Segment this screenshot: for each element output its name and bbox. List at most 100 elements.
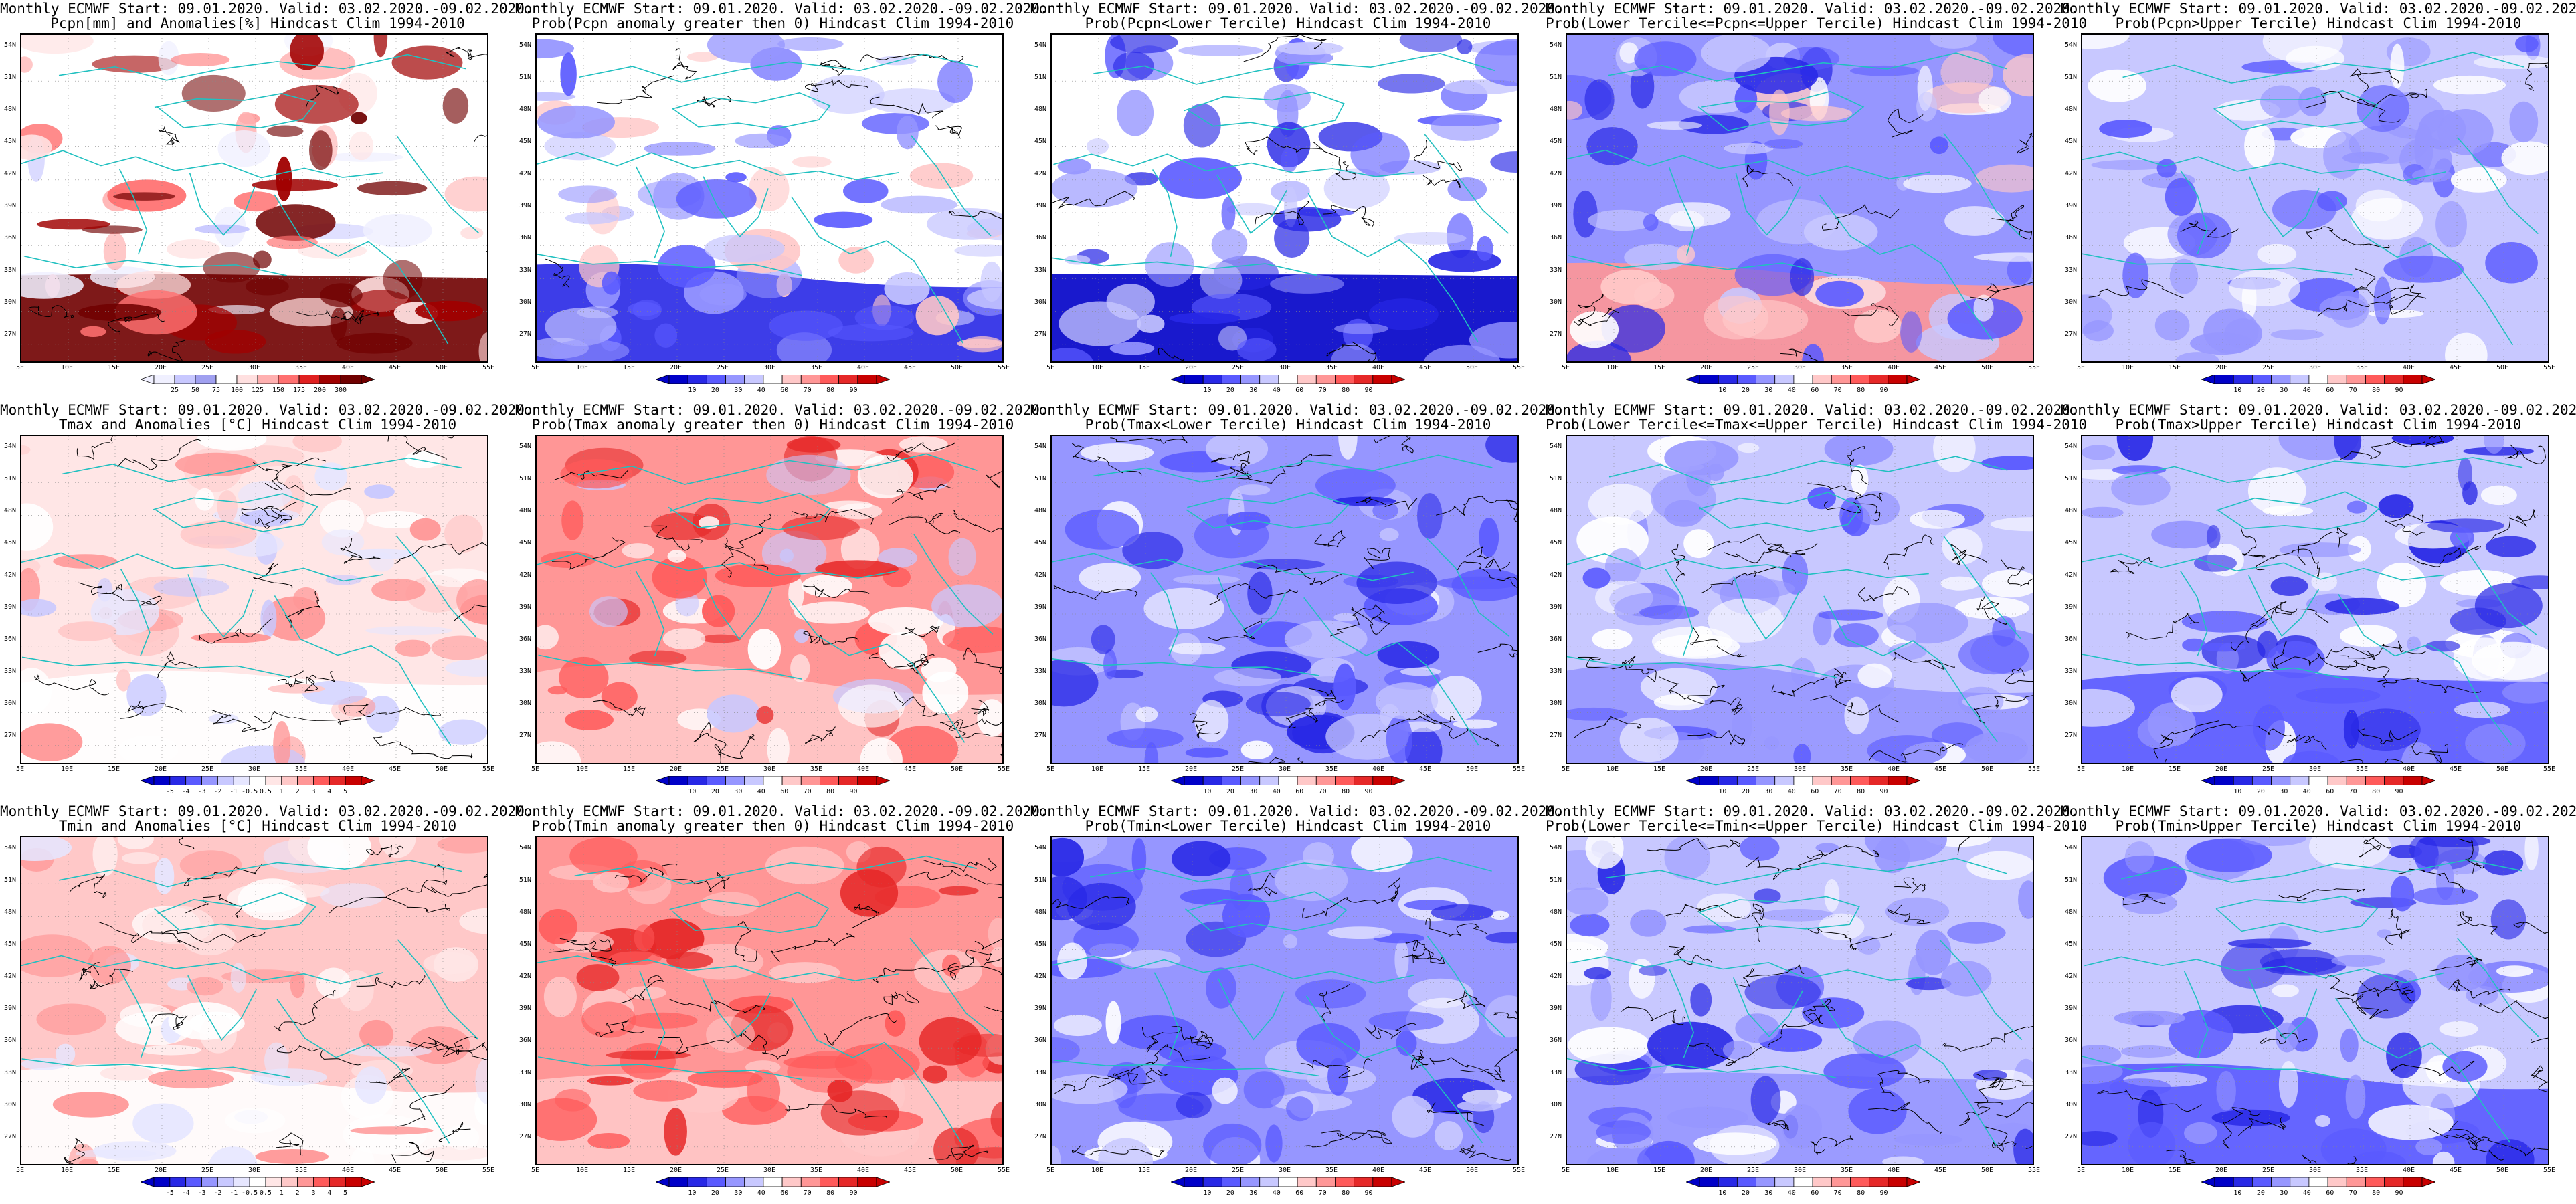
longitude-label: 45E [1418,765,1432,773]
longitude-label: 25E [201,1167,214,1174]
longitude-label: 40E [1887,364,1900,371]
colorbar-label: 2 [295,788,300,795]
longitude-label: 55E [997,1167,1010,1174]
latitude-label: 45N [4,940,17,948]
latitude-label: 33N [2065,668,2078,675]
colorbar-label: 40 [1787,788,1796,795]
colorbar [141,1177,375,1187]
map-area [1566,435,2034,764]
longitude-label: 10E [2121,364,2134,371]
latitude-label: 45N [519,138,532,145]
latitude-label: 54N [4,443,17,450]
latitude-label: 33N [1034,266,1047,274]
longitude-label: 10E [2121,1167,2134,1174]
latitude-label: 51N [1034,876,1047,884]
longitude-label: 30E [2308,765,2322,773]
colorbar-label: 70 [1833,788,1842,795]
colorbar-label: 90 [1364,788,1373,795]
colorbar-label: 80 [1857,1189,1865,1197]
map-area [20,33,488,363]
latitude-label: 42N [1550,170,1562,177]
latitude-label: 39N [1550,202,1562,209]
colorbar-label: 90 [1364,1189,1373,1197]
colorbar-label: 10 [2233,387,2242,394]
map-panel: Monthly ECMWF Start: 09.01.2020. Valid: … [0,401,533,803]
longitude-label: 20E [2215,364,2228,371]
map-panel: Monthly ECMWF Start: 09.01.2020. Valid: … [0,803,533,1204]
colorbar-label: 80 [2372,788,2381,795]
longitude-label: 15E [1137,364,1151,371]
latitude-label: 48N [1034,908,1047,916]
colorbar [1171,1177,1405,1187]
colorbar-label: 4 [327,1189,332,1197]
longitude-label: 15E [622,1167,636,1174]
latitude-label: 39N [1550,603,1562,611]
longitude-label: 20E [2215,1167,2228,1174]
colorbar-label: 40 [1272,387,1281,394]
latitude-label: 27N [1550,330,1562,338]
colorbar [1171,375,1405,384]
latitude-label: 36N [519,635,532,643]
longitude-label: 30E [248,1167,261,1174]
colorbar-label: 40 [1787,1189,1796,1197]
panel-title: Monthly ECMWF Start: 09.01.2020. Valid: … [1546,1,2079,17]
colorbar-label: 70 [2349,387,2357,394]
colorbar-label: 1 [279,1189,284,1197]
latitude-label: 27N [519,1133,532,1140]
longitude-label: 10E [1091,364,1104,371]
longitude-label: 5E [1046,1167,1055,1174]
latitude-label: 42N [519,571,532,579]
longitude-label: 50E [1465,364,1479,371]
colorbar-label: 30 [2280,387,2288,394]
panel-title: Monthly ECMWF Start: 09.01.2020. Valid: … [1030,402,1564,418]
longitude-label: 55E [1512,765,1526,773]
longitude-label: 25E [1231,1167,1245,1174]
longitude-label: 15E [107,1167,120,1174]
longitude-label: 25E [1746,364,1760,371]
longitude-label: 40E [2402,364,2415,371]
longitude-label: 40E [856,1167,870,1174]
colorbar [141,776,375,785]
panel-title: Monthly ECMWF Start: 09.01.2020. Valid: … [515,803,1048,819]
map-panel: Monthly ECMWF Start: 09.01.2020. Valid: … [1546,401,2087,803]
latitude-label: 48N [2065,908,2078,916]
map-panel: Monthly ECMWF Start: 09.01.2020. Valid: … [1546,0,2087,401]
longitude-label: 45E [388,765,401,773]
latitude-label: 54N [1034,443,1047,450]
latitude-label: 51N [519,475,532,482]
colorbar-label: -2 [213,1189,222,1197]
longitude-label: 55E [2027,364,2041,371]
colorbar-label: 3 [311,1189,316,1197]
colorbar-label: 10 [688,1189,697,1197]
latitude-label: 27N [519,732,532,739]
latitude-label: 48N [519,106,532,113]
latitude-label: 27N [1034,732,1047,739]
colorbar-label: 20 [2256,387,2265,394]
longitude-label: 5E [1561,1167,1570,1174]
colorbar-label: -1 [229,1189,238,1197]
panel-title: Monthly ECMWF Start: 09.01.2020. Valid: … [1030,803,1564,819]
latitude-label: 54N [2065,41,2078,49]
colorbar [1686,1177,1920,1187]
longitude-label: 45E [1934,1167,1947,1174]
latitude-label: 48N [519,908,532,916]
colorbar-label: 5 [343,788,348,795]
panel-subtitle: Prob(Pcpn>Upper Tercile) Hindcast Clim 1… [2115,15,2522,31]
colorbar-label: 60 [2326,788,2334,795]
colorbar-label: 125 [251,387,264,394]
colorbar-label: 4 [327,788,332,795]
latitude-label: 42N [4,170,17,177]
longitude-label: 15E [1137,1167,1151,1174]
longitude-label: 35E [810,765,823,773]
longitude-label: 25E [1746,765,1760,773]
colorbar-label: 70 [2349,1189,2357,1197]
longitude-label: 35E [2355,765,2369,773]
colorbar-label: 70 [1318,788,1327,795]
colorbar-label: 40 [1787,387,1796,394]
latitude-label: 42N [1550,571,1562,579]
longitude-label: 35E [2355,1167,2369,1174]
latitude-label: 48N [1034,106,1047,113]
latitude-label: 51N [4,876,17,884]
longitude-label: 15E [107,364,120,371]
colorbar-label: 30 [1764,788,1773,795]
